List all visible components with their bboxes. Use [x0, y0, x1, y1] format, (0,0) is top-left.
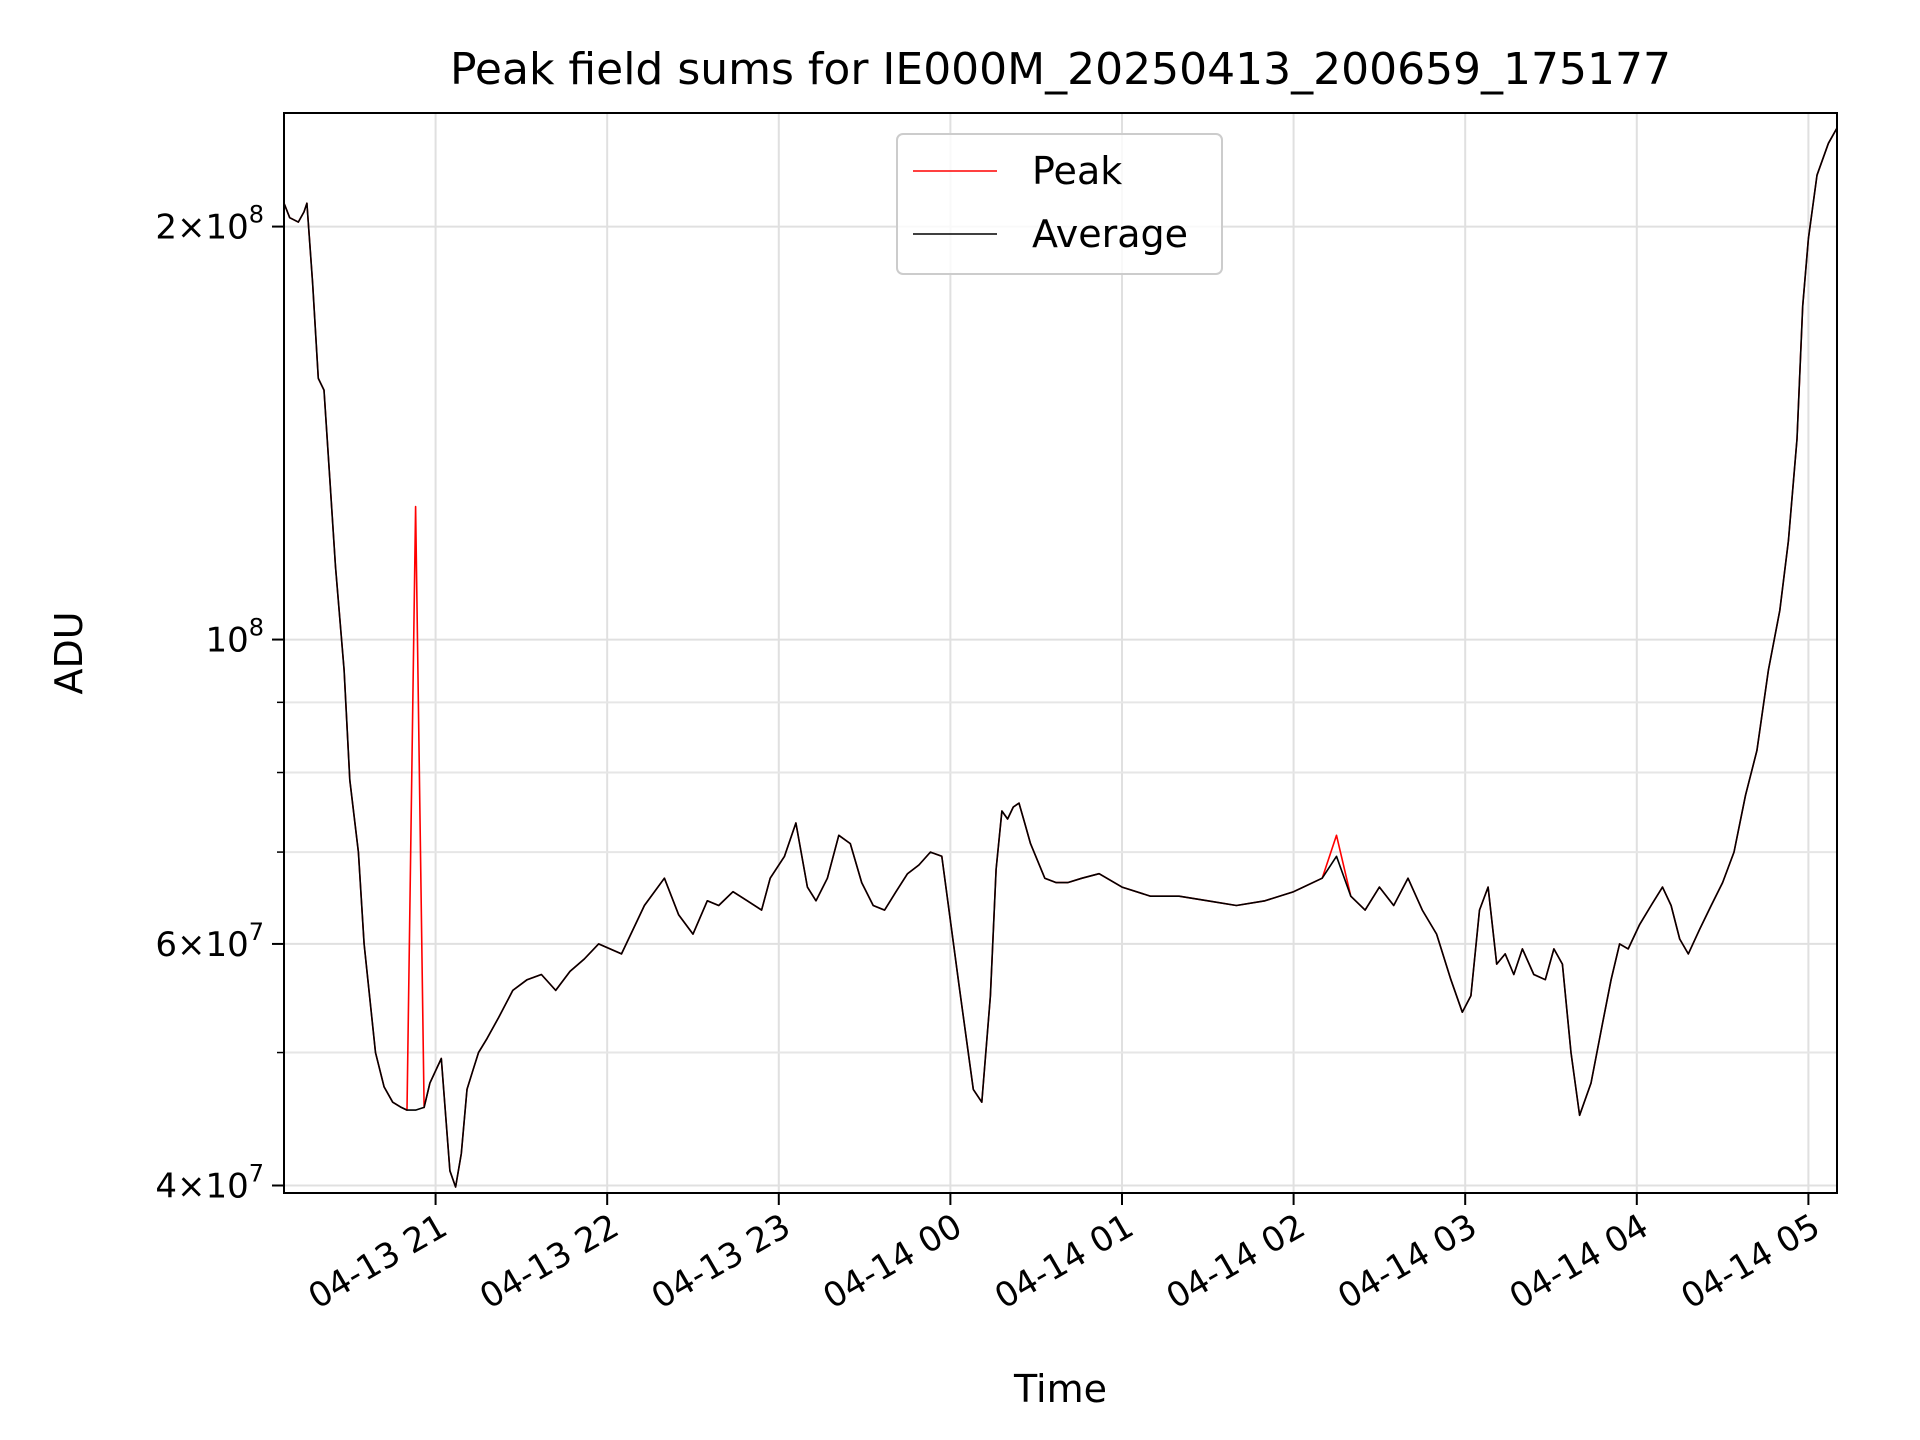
x-axis-label: Time	[1013, 1367, 1107, 1411]
y-tick-label: 2×108	[155, 201, 264, 248]
chart-title: Peak field sums for IE000M_20250413_2006…	[450, 44, 1671, 95]
legend: Peak Average	[896, 133, 1223, 275]
legend-label-peak: Peak	[1032, 149, 1122, 193]
grid	[284, 113, 1837, 1193]
plot-frame	[283, 112, 1838, 1194]
plot-series	[283, 127, 1838, 1188]
y-tick-label: 4×107	[155, 1160, 264, 1207]
legend-label-average: Average	[1032, 212, 1188, 256]
legend-box	[896, 133, 1223, 275]
y-axis-label: ADU	[47, 611, 91, 694]
series-line-average	[283, 127, 1838, 1188]
y-tick-label: 6×107	[155, 918, 264, 965]
